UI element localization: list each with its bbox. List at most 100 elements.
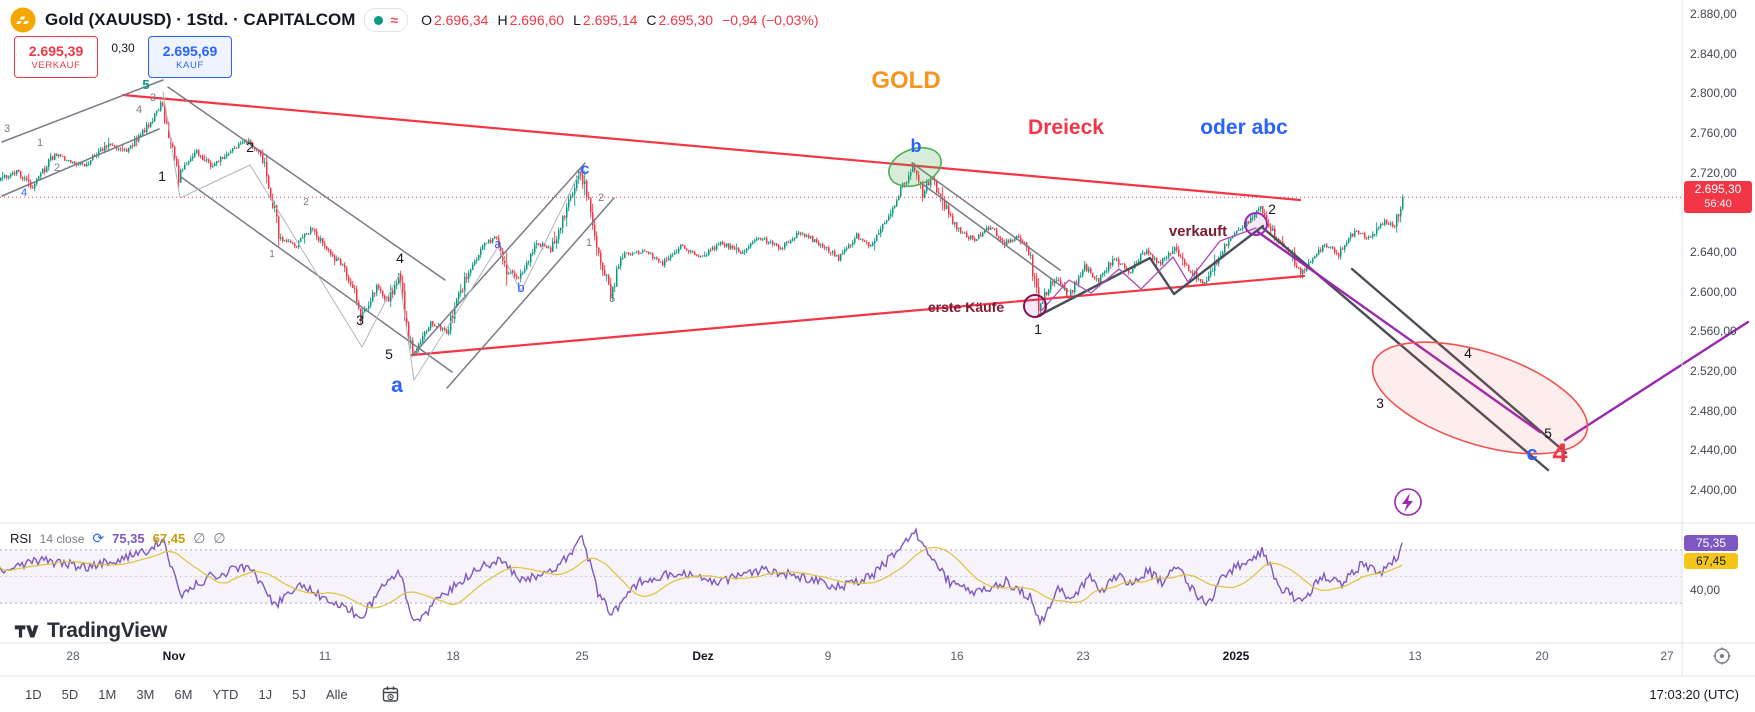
- wave-label[interactable]: 3: [4, 123, 10, 135]
- time-axis-label[interactable]: 20: [1535, 649, 1549, 663]
- wave-label[interactable]: 5: [1544, 425, 1552, 441]
- time-axis-label[interactable]: 16: [950, 649, 964, 663]
- chart-header: Gold (XAUUSD) · 1Std. · CAPITALCOM ≈ O 2.…: [10, 6, 819, 34]
- time-axis-label[interactable]: 13: [1408, 649, 1422, 663]
- price-axis-label: 2.440,00: [1690, 443, 1737, 458]
- time-axis-label[interactable]: 18: [446, 649, 460, 663]
- target-zone-ellipse[interactable]: [1359, 320, 1600, 477]
- price-axis-label: 2.800,00: [1690, 86, 1737, 101]
- wave-label[interactable]: 2: [303, 197, 309, 208]
- erste-kaeufe-circle[interactable]: [1023, 294, 1047, 318]
- time-axis-label[interactable]: 28: [66, 649, 80, 663]
- wave-label[interactable]: 2: [1268, 201, 1276, 217]
- wave-label[interactable]: 4: [136, 104, 142, 116]
- range-alle[interactable]: Alle: [325, 687, 348, 702]
- annotation-erste-kaeufe[interactable]: erste Käufe: [928, 299, 1004, 315]
- time-axis-label[interactable]: Nov: [162, 649, 186, 663]
- wave-label[interactable]: 4: [1464, 345, 1472, 361]
- wave-label[interactable]: 1: [1034, 321, 1042, 337]
- annotation-gold[interactable]: GOLD: [871, 67, 940, 94]
- range-1m[interactable]: 1M: [98, 687, 117, 702]
- wave-path[interactable]: [413, 167, 583, 381]
- wave-label[interactable]: 3: [150, 92, 156, 104]
- time-axis-label[interactable]: 11: [318, 649, 332, 663]
- sell-label: VERKAUF: [31, 59, 81, 71]
- channel-line[interactable]: [1, 79, 164, 143]
- range-ytd[interactable]: YTD: [212, 687, 239, 702]
- clock-utc[interactable]: 17:03:20 (UTC): [1649, 687, 1739, 702]
- wave-label[interactable]: 1: [158, 168, 166, 184]
- range-5d[interactable]: 5D: [61, 687, 79, 702]
- wave-letter-a[interactable]: a: [391, 374, 403, 397]
- channel-line[interactable]: [446, 197, 615, 389]
- sell-button[interactable]: 2.695,39 VERKAUF: [14, 36, 98, 78]
- channel-line[interactable]: [411, 162, 586, 357]
- wave-label[interactable]: 2: [54, 162, 60, 174]
- purple-projection-down[interactable]: [1256, 230, 1542, 434]
- time-axis-label[interactable]: 2025: [1222, 649, 1250, 663]
- go-to-date-icon[interactable]: [381, 685, 400, 704]
- wave-letter-c[interactable]: c: [581, 161, 590, 178]
- wave-label[interactable]: 4: [396, 250, 404, 266]
- wave-path[interactable]: [162, 91, 415, 381]
- refresh-icon[interactable]: ⟳: [92, 530, 105, 546]
- triangle-lower-line[interactable]: [410, 274, 1306, 357]
- range-1j[interactable]: 1J: [258, 687, 273, 702]
- wave-label[interactable]: 1: [586, 237, 592, 249]
- channel-line[interactable]: [167, 86, 446, 281]
- channel-line[interactable]: [1, 128, 160, 197]
- time-axis-label[interactable]: Dez: [692, 649, 714, 663]
- channel-line[interactable]: [920, 182, 1069, 292]
- time-axis-label[interactable]: 27: [1660, 649, 1674, 663]
- annotation-dreieck[interactable]: Dreieck: [1028, 116, 1104, 139]
- empty-set-icon[interactable]: ∅: [193, 530, 206, 546]
- subwave-letter-b[interactable]: b: [517, 280, 524, 295]
- wave-label[interactable]: 1: [37, 137, 43, 149]
- projection-channel-line[interactable]: [1350, 267, 1568, 455]
- channel-line[interactable]: [180, 176, 453, 373]
- subwave-letter-a[interactable]: a: [494, 236, 502, 251]
- b-top-ellipse[interactable]: [883, 141, 946, 193]
- ohlc-high-label: H: [497, 12, 508, 28]
- annotation-oder-abc[interactable]: oder abc: [1200, 116, 1288, 139]
- wave-label[interactable]: 4: [21, 187, 27, 199]
- wave-letter-b[interactable]: b: [911, 136, 922, 156]
- impulse-path[interactable]: [1036, 224, 1265, 318]
- camera-icon[interactable]: [1712, 646, 1732, 671]
- current-price-value: 2.695,30: [1694, 182, 1742, 197]
- range-5j[interactable]: 5J: [292, 687, 306, 702]
- verkauft-circle[interactable]: [1244, 212, 1268, 236]
- range-3m[interactable]: 3M: [136, 687, 155, 702]
- time-axis-label[interactable]: 9: [824, 649, 832, 663]
- range-6m[interactable]: 6M: [174, 687, 193, 702]
- market-status-pill[interactable]: ≈: [364, 8, 409, 32]
- rsi-params: 14 close: [39, 531, 85, 546]
- annotation-verkauft[interactable]: verkauft: [1169, 223, 1227, 240]
- wave-label[interactable]: 3: [356, 312, 364, 328]
- rsi-ma-value: 67,45: [152, 531, 186, 546]
- price-axis-label: 2.840,00: [1690, 46, 1737, 61]
- wave-label[interactable]: 1: [269, 249, 275, 260]
- tradingview-logo[interactable]: TradingView: [14, 619, 167, 643]
- subwave-path[interactable]: [1040, 227, 1257, 312]
- triangle-upper-line[interactable]: [121, 93, 1302, 202]
- wave-label[interactable]: 2: [598, 192, 604, 204]
- time-axis-label[interactable]: 25: [575, 649, 589, 663]
- price-axis-label: 2.880,00: [1690, 7, 1737, 21]
- buy-button[interactable]: 2.695,69 KAUF: [148, 36, 232, 78]
- channel-line[interactable]: [911, 162, 1061, 271]
- wave-letter-c-right[interactable]: c: [1526, 443, 1537, 465]
- empty-set-icon[interactable]: ∅: [213, 530, 226, 546]
- wave-label[interactable]: 3: [1376, 395, 1384, 411]
- time-axis-label[interactable]: 23: [1076, 649, 1090, 663]
- wave-label[interactable]: 5: [609, 293, 615, 305]
- wave-number-4-red[interactable]: 4: [1552, 438, 1567, 468]
- range-1d[interactable]: 1D: [25, 687, 42, 702]
- wave-label[interactable]: 5: [385, 346, 393, 362]
- purple-projection-up[interactable]: [1563, 320, 1750, 442]
- wave-label[interactable]: 2: [246, 139, 254, 155]
- symbol-title[interactable]: Gold (XAUUSD) · 1Std. · CAPITALCOM: [45, 10, 356, 29]
- wave-label[interactable]: 5: [142, 77, 149, 92]
- rsi-title[interactable]: RSI: [10, 531, 32, 546]
